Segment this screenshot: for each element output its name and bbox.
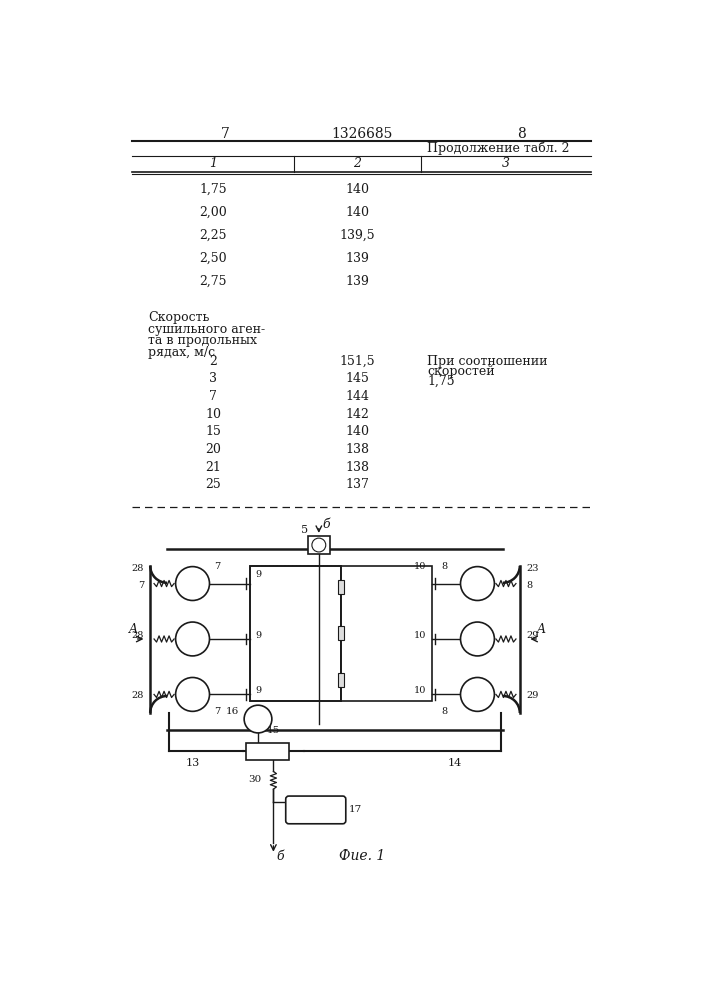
Text: 10: 10	[414, 631, 426, 640]
Bar	[308, 536, 329, 554]
Bar	[338, 626, 344, 640]
Text: 29: 29	[526, 691, 538, 700]
Text: 5: 5	[301, 525, 308, 535]
Text: 8: 8	[517, 127, 526, 141]
Text: 140: 140	[345, 206, 369, 219]
Text: A: A	[129, 623, 138, 636]
Text: 8: 8	[441, 707, 448, 716]
Text: 7: 7	[209, 390, 217, 403]
Text: 28: 28	[132, 691, 144, 700]
Text: 1,75: 1,75	[428, 375, 455, 388]
Circle shape	[175, 567, 209, 600]
Text: 140: 140	[345, 425, 369, 438]
Text: 139,5: 139,5	[339, 229, 375, 242]
Text: Скорость: Скорость	[148, 311, 209, 324]
Text: та в продольных: та в продольных	[148, 334, 257, 347]
Text: 1: 1	[209, 157, 217, 170]
Text: 14: 14	[448, 758, 462, 768]
Text: 28: 28	[132, 631, 144, 640]
Text: 15: 15	[267, 726, 280, 735]
Text: 140: 140	[345, 183, 369, 196]
Text: 10: 10	[414, 686, 426, 695]
Bar	[250, 566, 341, 701]
Text: 20: 20	[206, 443, 221, 456]
Text: 139: 139	[346, 275, 369, 288]
Text: 139: 139	[346, 252, 369, 265]
Text: скоростей: скоростей	[428, 365, 495, 378]
Bar	[341, 566, 432, 701]
Text: 145: 145	[346, 372, 369, 385]
Text: 2: 2	[209, 355, 217, 368]
Text: рядах, м/с: рядах, м/с	[148, 346, 215, 359]
Text: 1326685: 1326685	[332, 127, 392, 141]
Circle shape	[460, 622, 494, 656]
Text: 23: 23	[526, 564, 539, 573]
Circle shape	[460, 677, 494, 711]
Text: 137: 137	[346, 478, 369, 491]
FancyBboxPatch shape	[286, 796, 346, 824]
Circle shape	[175, 677, 209, 711]
Text: 7: 7	[214, 707, 221, 716]
Text: 142: 142	[346, 408, 369, 421]
Text: 30: 30	[249, 775, 262, 784]
Text: сушильного аген-: сушильного аген-	[148, 323, 265, 336]
Text: 3: 3	[209, 372, 217, 385]
Text: 2,25: 2,25	[199, 229, 227, 242]
Text: 151,5: 151,5	[339, 355, 375, 368]
Bar	[338, 580, 344, 594]
Bar	[247, 743, 288, 760]
Text: 2,50: 2,50	[199, 252, 227, 265]
Circle shape	[312, 538, 326, 552]
Text: 2: 2	[354, 157, 361, 170]
Text: 9: 9	[255, 570, 261, 579]
Text: 29: 29	[526, 631, 538, 640]
Text: 13: 13	[185, 758, 199, 768]
Circle shape	[175, 622, 209, 656]
Text: 138: 138	[345, 461, 369, 474]
Text: б: б	[276, 850, 284, 863]
Text: 9: 9	[255, 631, 261, 640]
Text: 2,75: 2,75	[199, 275, 227, 288]
Text: A: A	[537, 623, 546, 636]
Text: 10: 10	[414, 562, 426, 571]
Text: При соотношении: При соотношении	[428, 355, 548, 368]
Text: 3: 3	[502, 157, 510, 170]
Text: 21: 21	[206, 461, 221, 474]
Text: 16: 16	[226, 707, 239, 716]
Text: 25: 25	[206, 478, 221, 491]
Circle shape	[460, 567, 494, 600]
Text: Продолжение табл. 2: Продолжение табл. 2	[427, 142, 570, 155]
Text: 17: 17	[349, 805, 362, 814]
Text: 144: 144	[345, 390, 369, 403]
Text: 7: 7	[221, 127, 229, 141]
Text: 7: 7	[138, 581, 144, 590]
Text: 9: 9	[255, 686, 261, 695]
Text: 8: 8	[526, 581, 532, 590]
Bar	[250, 566, 341, 701]
Text: 8: 8	[441, 562, 448, 571]
Text: 7: 7	[214, 562, 221, 571]
Text: Фие. 1: Фие. 1	[339, 849, 385, 863]
Text: 2,00: 2,00	[199, 206, 227, 219]
Text: 28: 28	[132, 564, 144, 573]
Circle shape	[244, 705, 272, 733]
Text: 15: 15	[206, 425, 221, 438]
Bar	[338, 673, 344, 687]
Text: б: б	[322, 518, 329, 531]
Text: 138: 138	[345, 443, 369, 456]
Text: 10: 10	[205, 408, 221, 421]
Text: 1,75: 1,75	[199, 183, 227, 196]
